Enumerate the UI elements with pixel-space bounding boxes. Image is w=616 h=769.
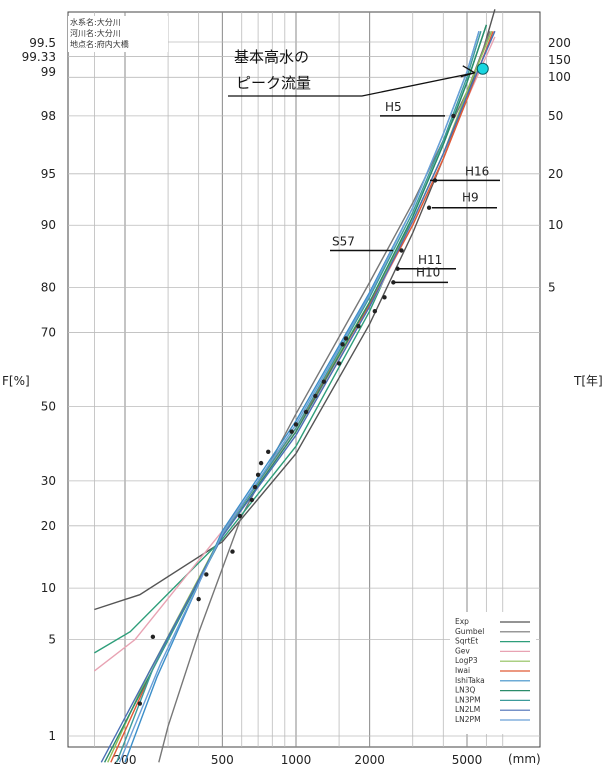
observed-point — [293, 422, 299, 427]
x-tick-label: 1000 — [281, 753, 312, 767]
y2-tick-label: 150 — [548, 53, 571, 67]
observed-point — [150, 634, 156, 640]
event-label: H16 — [465, 164, 489, 178]
x-tick-label: 5000 — [452, 753, 483, 767]
observed-point — [343, 336, 349, 341]
peak-arrowhead-upper — [462, 65, 476, 74]
axis-labels: F[%] T[年] (mm) — [2, 374, 603, 766]
observed-point — [204, 572, 209, 577]
legend-label: Gev — [455, 646, 470, 655]
y-tick-label: 70 — [41, 325, 56, 339]
series-line-sqrtet — [94, 24, 488, 654]
series-line-gev — [93, 36, 496, 672]
y2-tick-label: 100 — [548, 70, 571, 84]
y-tick-label: 99.33 — [22, 50, 56, 64]
observed-point — [303, 409, 309, 415]
observed-point — [399, 248, 404, 253]
legend-label: LN3Q — [455, 686, 476, 695]
peak-arrowhead-lower — [460, 72, 475, 78]
observed-point — [382, 295, 387, 300]
legend-label: Gumbel — [455, 627, 484, 636]
legend-label: SqrtEt — [455, 637, 478, 646]
observed-point — [451, 113, 456, 119]
y2-tick-label: 200 — [548, 36, 571, 50]
y-tick-label: 80 — [41, 281, 56, 295]
y2-tick-label: 10 — [548, 218, 563, 232]
legend-label: IshiTaka — [455, 676, 485, 685]
event-label: S57 — [332, 234, 355, 248]
peak-annotation: 基本高水の ピーク流量 — [228, 48, 489, 97]
observed-point — [426, 205, 432, 210]
info-river-name: 河川名:大分川 — [70, 28, 121, 38]
series-line-exp — [94, 9, 496, 611]
y2-axis-label: T[年] — [573, 374, 603, 388]
observed-point — [289, 429, 294, 434]
legend-label: LN2PM — [455, 715, 481, 724]
observed-point — [321, 379, 327, 384]
legend-label: LogP3 — [455, 656, 478, 665]
info-water-system: 水系名:大分川 — [70, 17, 121, 27]
observed-point — [137, 701, 143, 706]
y2-tick-label: 20 — [548, 167, 563, 181]
legend: ExpGumbelSqrtEtGevLogP3IwaiIshiTakaLN3QL… — [450, 612, 536, 734]
y-tick-label: 90 — [41, 218, 56, 232]
peak-label-line2: ピーク流量 — [236, 74, 311, 92]
observed-point — [196, 596, 201, 602]
legend-label: LN2LM — [455, 705, 480, 714]
observed-point — [356, 324, 361, 329]
event-label: H11 — [418, 253, 442, 267]
observed-point — [336, 361, 342, 366]
legend-label: Iwai — [455, 666, 470, 675]
peak-label-line1: 基本高水の — [234, 48, 309, 66]
y2-tick-label: 50 — [548, 109, 563, 123]
series-line-ln2lm — [100, 30, 496, 763]
observed-point — [255, 472, 261, 478]
y-tick-label: 30 — [41, 474, 56, 488]
legend-label: Exp — [455, 617, 469, 626]
info-box: 水系名:大分川 河川名:大分川 地点名:府内大橋 — [68, 16, 168, 52]
event-label: H10 — [416, 265, 440, 279]
observed-point — [258, 460, 264, 466]
event-label: H9 — [462, 191, 479, 205]
observed-point — [266, 449, 271, 454]
observed-points — [137, 113, 456, 706]
y-tick-label: 98 — [41, 109, 56, 123]
observed-point — [372, 308, 378, 314]
distribution-curves — [93, 9, 496, 763]
observed-point — [340, 342, 345, 347]
observed-point — [237, 513, 243, 519]
series-line-ln3pm — [116, 30, 482, 763]
series-line-ln2pm — [118, 31, 480, 763]
y-axis-label: F[%] — [2, 374, 30, 388]
x-tick-label: 2000 — [354, 753, 385, 767]
series-line-ishitaka — [124, 31, 480, 763]
x-unit-label: (mm) — [508, 752, 541, 766]
y-tick-label: 5 — [48, 633, 56, 647]
observed-point — [391, 280, 396, 285]
legend-label: LN3PM — [455, 695, 481, 704]
plot-frame — [67, 11, 541, 748]
y-tick-label: 50 — [41, 400, 56, 414]
info-box-bg — [68, 16, 168, 52]
peak-leader-line — [228, 72, 475, 97]
info-location: 地点名:府内大橋 — [70, 39, 129, 49]
observed-point — [313, 393, 318, 399]
y-tick-label: 20 — [41, 519, 56, 533]
y-tick-label: 1 — [48, 729, 56, 743]
event-label: H5 — [385, 100, 402, 114]
observed-point — [230, 549, 235, 554]
observed-point — [249, 497, 255, 503]
peak-marker — [476, 62, 489, 75]
y-tick-label: 99 — [41, 65, 56, 79]
observed-point — [252, 484, 258, 490]
y-tick-label: 99.5 — [29, 36, 56, 50]
x-tick-label: 500 — [211, 753, 234, 767]
y-tick-label: 10 — [41, 581, 56, 595]
y2-tick-label: 5 — [548, 281, 556, 295]
y-tick-label: 95 — [41, 167, 56, 181]
